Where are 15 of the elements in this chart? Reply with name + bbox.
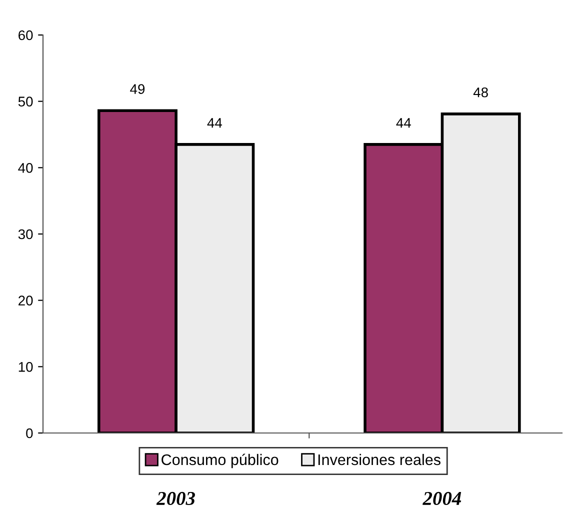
y-tick-label: 30 [18, 229, 33, 240]
y-tick-label: 10 [18, 362, 33, 372]
data-label: 49 [130, 84, 145, 94]
legend-label: Consumo público [162, 454, 278, 468]
data-label: 44 [396, 118, 411, 128]
y-tick-label: 40 [18, 163, 33, 173]
data-label: 44 [207, 118, 222, 128]
y-tick-label: 0 [26, 428, 33, 438]
data-label: 48 [473, 87, 488, 98]
legend-label: Inversiones reales [318, 454, 440, 466]
y-tick-label: 20 [18, 296, 33, 306]
y-tick-label: 50 [18, 96, 33, 107]
x-tick-label: 2004 [422, 492, 462, 506]
y-tick-label: 60 [18, 30, 33, 40]
x-tick-label: 2003 [156, 492, 195, 506]
